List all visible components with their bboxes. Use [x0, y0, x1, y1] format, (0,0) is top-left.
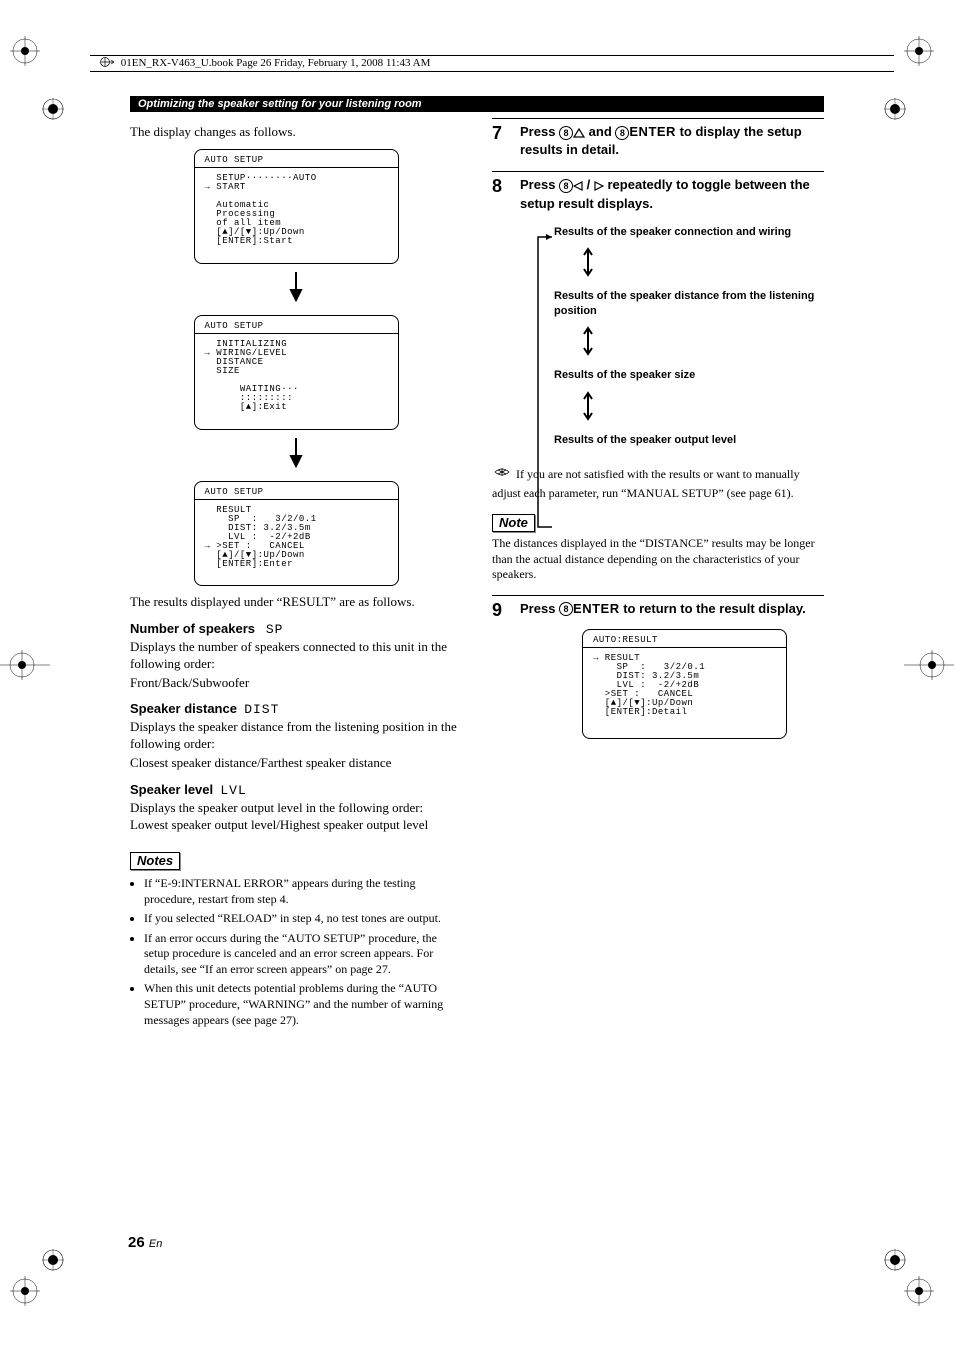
crop-mark-mr [904, 650, 954, 680]
speaker-dist-label: Speaker distance [130, 701, 237, 716]
updown-arrow-icon [582, 391, 824, 425]
lcd-result-title: AUTO:RESULT [593, 636, 776, 645]
step-8-num: 8 [492, 176, 510, 197]
right-column: 7 Press 8 and 8ENTER to display the setu… [492, 118, 824, 1034]
notes-list: If “E-9:INTERNAL ERROR” appears during t… [130, 876, 462, 1028]
updown-arrow-icon [582, 326, 824, 360]
step-8: 8 Press 8 / repeatedly to toggle between… [492, 171, 824, 212]
step-7-text: Press 8 and 8ENTER to display the setup … [520, 123, 824, 159]
reg-mark-tr [884, 98, 906, 120]
crop-mark-tl [10, 36, 40, 66]
speaker-lvl-heading: Speaker level LVL [130, 782, 462, 798]
page-num-value: 26 [128, 1234, 145, 1251]
note-item: If you selected “RELOAD” in step 4, no t… [144, 911, 462, 927]
enter-label: ENTER [573, 601, 620, 616]
num-speakers-p2: Front/Back/Subwoofer [130, 675, 462, 692]
lcd-panel-1: AUTO SETUP SETUP········AUTO → START Aut… [194, 149, 399, 264]
step-7-num: 7 [492, 123, 510, 144]
updown-arrow-icon [582, 247, 824, 281]
lcd-separator [583, 647, 786, 648]
step7-a: Press [520, 124, 559, 139]
page: 01EN_RX-V463_U.book Page 26 Friday, Febr… [0, 0, 954, 1351]
step9-b: to return to the result display. [620, 601, 806, 616]
header-arrow-icon [100, 57, 114, 70]
step9-a: Press [520, 601, 559, 616]
button-8-icon: 8 [615, 126, 629, 140]
note-label: Note [492, 514, 535, 532]
enter-label: ENTER [629, 124, 676, 139]
lcd-separator [195, 167, 398, 168]
left-triangle-icon [573, 181, 583, 191]
lcd-panel-2: AUTO SETUP INITIALIZING → WIRING/LEVEL D… [194, 315, 399, 430]
speaker-dist-p1: Displays the speaker distance from the l… [130, 719, 462, 753]
results-item: Results of the speaker output level [554, 433, 824, 447]
results-item: Results of the speaker connection and wi… [554, 225, 824, 239]
num-speakers-code: SP [266, 622, 284, 637]
step-8-text: Press 8 / repeatedly to toggle between t… [520, 176, 824, 212]
step-9: 9 Press 8ENTER to return to the result d… [492, 595, 824, 621]
page-num-suffix: En [149, 1238, 162, 1250]
lcd-separator [195, 499, 398, 500]
lcd3-content: RESULT SP : 3/2/0.1 DIST: 3.2/3.5m LVL :… [205, 506, 388, 569]
arrow-down-icon [130, 272, 462, 307]
section-banner: Optimizing the speaker setting for your … [130, 96, 824, 112]
num-speakers-p1: Displays the number of speakers connecte… [130, 639, 462, 673]
connector-bracket [534, 233, 552, 531]
reg-mark-bl [42, 1249, 64, 1271]
left-column: The display changes as follows. AUTO SET… [130, 118, 462, 1034]
lcd2-content: INITIALIZING → WIRING/LEVEL DISTANCE SIZ… [205, 340, 388, 412]
reg-mark-br [884, 1249, 906, 1271]
note-text: The distances displayed in the “DISTANCE… [492, 536, 824, 583]
lcd-result-content: → RESULT SP : 3/2/0.1 DIST: 3.2/3.5m LVL… [593, 654, 776, 717]
columns: The display changes as follows. AUTO SET… [130, 118, 824, 1034]
speaker-dist-code: DIST [244, 702, 279, 717]
lcd1-content: SETUP········AUTO → START Automatic Proc… [205, 174, 388, 246]
speaker-lvl-p1: Displays the speaker output level in the… [130, 800, 462, 834]
up-triangle-icon [573, 128, 585, 138]
lcd-panel-3: AUTO SETUP RESULT SP : 3/2/0.1 DIST: 3.2… [194, 481, 399, 586]
crop-mark-ml [0, 650, 50, 680]
step-9-text: Press 8ENTER to return to the result dis… [520, 600, 806, 618]
crop-mark-br [904, 1276, 934, 1306]
lcd-separator [195, 333, 398, 334]
header-filename: 01EN_RX-V463_U.book Page 26 Friday, Febr… [90, 56, 894, 72]
lcd3-title: AUTO SETUP [205, 488, 388, 497]
arrow-down-icon [130, 438, 462, 473]
speaker-lvl-label: Speaker level [130, 782, 213, 797]
crop-mark-tr [904, 36, 934, 66]
speaker-dist-p2: Closest speaker distance/Farthest speake… [130, 755, 462, 772]
note-item: When this unit detects potential problem… [144, 981, 462, 1028]
button-8-icon: 8 [559, 179, 573, 193]
lcd1-title: AUTO SETUP [205, 156, 388, 165]
note-item: If “E-9:INTERNAL ERROR” appears during t… [144, 876, 462, 907]
results-diagram: Results of the speaker connection and wi… [542, 225, 824, 447]
num-speakers-label: Number of speakers [130, 621, 255, 636]
lcd2-title: AUTO SETUP [205, 322, 388, 331]
result-intro: The results displayed under “RESULT” are… [130, 594, 462, 611]
tip-icon [492, 465, 512, 484]
step8-a: Press [520, 177, 559, 192]
crop-mark-bl [10, 1276, 40, 1306]
page-number: 26 En [128, 1234, 162, 1251]
step-7: 7 Press 8 and 8ENTER to display the setu… [492, 118, 824, 159]
num-speakers-heading: Number of speakers SP [130, 621, 462, 637]
speaker-dist-heading: Speaker distance DIST [130, 701, 462, 717]
button-8-icon: 8 [559, 602, 573, 616]
speaker-lvl-code: LVL [220, 783, 246, 798]
header-bar: 01EN_RX-V463_U.book Page 26 Friday, Febr… [90, 55, 894, 72]
lcd-panel-result: AUTO:RESULT → RESULT SP : 3/2/0.1 DIST: … [582, 629, 787, 739]
reg-mark-tl [42, 98, 64, 120]
button-8-icon: 8 [559, 126, 573, 140]
right-triangle-icon [594, 181, 604, 191]
results-item: Results of the speaker size [554, 368, 824, 382]
intro-text: The display changes as follows. [130, 124, 462, 141]
header-filename-text: 01EN_RX-V463_U.book Page 26 Friday, Febr… [121, 57, 431, 69]
step-9-num: 9 [492, 600, 510, 621]
note-item: If an error occurs during the “AUTO SETU… [144, 931, 462, 978]
step7-b: and [585, 124, 615, 139]
notes-label: Notes [130, 852, 180, 870]
results-item: Results of the speaker distance from the… [554, 289, 824, 318]
